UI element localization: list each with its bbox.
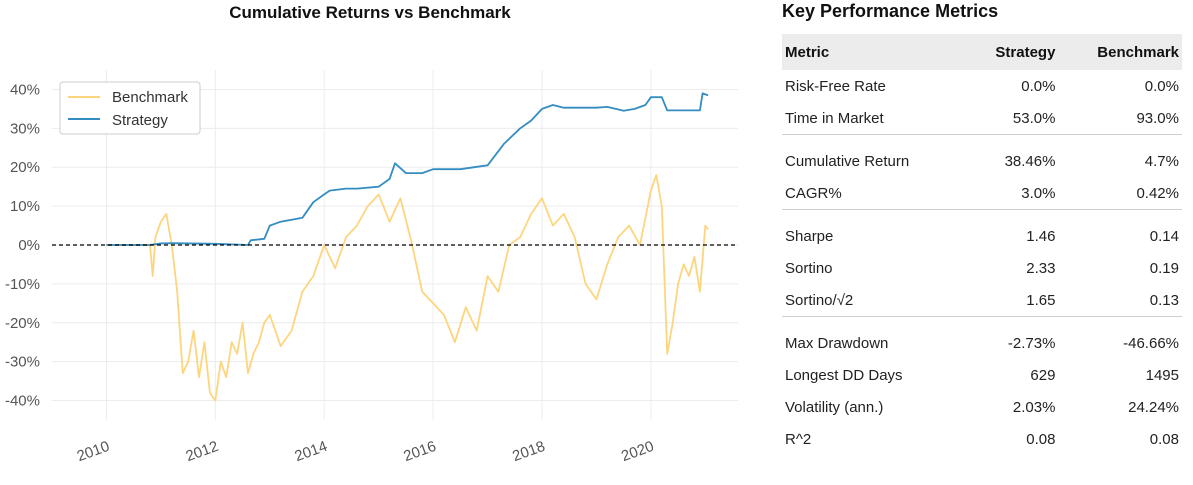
strategy-value: -2.73% [1007, 334, 1056, 352]
header-strategy: Strategy [995, 43, 1056, 61]
metric-name: Cumulative Return [785, 152, 910, 170]
strategy-value: 0.08 [1026, 430, 1056, 448]
metric-name: Sortino [785, 259, 833, 277]
header-metric: Metric [785, 43, 830, 61]
chart-title: Cumulative Returns vs Benchmark [229, 3, 511, 22]
metric-name: Volatility (ann.) [785, 398, 884, 416]
metric-row: Sortino 2.33 0.19 [782, 252, 1182, 284]
y-tick-label: -10% [5, 276, 40, 293]
benchmark-value: 0.0% [1144, 77, 1179, 95]
y-tick-label: 30% [10, 120, 40, 137]
metric-row: CAGR% 3.0% 0.42% [782, 177, 1182, 210]
x-tick-label: 2010 [75, 438, 112, 465]
strategy-value: 629 [1030, 366, 1056, 384]
y-tick-label: -30% [5, 354, 40, 371]
metric-row: Time in Market 53.0% 93.0% [782, 102, 1182, 135]
benchmark-value: 0.19 [1149, 259, 1179, 277]
header-benchmark: Benchmark [1097, 43, 1179, 61]
cumulative-returns-chart: Cumulative Returns vs Benchmark 40% 30% 20… [5, 3, 738, 465]
series-lines [106, 92, 709, 402]
strategy-value: 3.0% [1021, 184, 1056, 202]
axis-tick-labels: 40% 30% 20% 10% 0% -10% -20% -30% -40% 2010 2012 20… [5, 81, 656, 465]
legend-box [59, 81, 201, 135]
legend-label-strategy: Strategy [112, 112, 168, 129]
metric-row: R^2 0.08 0.08 [782, 423, 1182, 455]
metrics-header-row: Metric Strategy Benchmark [782, 34, 1182, 70]
y-tick-label: 0% [18, 237, 40, 254]
benchmark-value: 0.08 [1149, 430, 1179, 448]
x-tick-label: 2012 [184, 438, 221, 465]
metric-row: Volatility (ann.) 2.03% 24.24% [782, 391, 1182, 423]
benchmark-value: 0.13 [1149, 291, 1179, 309]
benchmark-value: 4.7% [1144, 152, 1179, 170]
series-line-strategy [106, 92, 709, 246]
benchmark-value: 93.0% [1136, 109, 1179, 127]
metrics-body: Risk-Free Rate 0.0% 0.0% Time in Market 53.0… [782, 70, 1182, 455]
separator-cell [782, 134, 1182, 135]
x-tick-label: 2014 [292, 438, 329, 465]
y-tick-label: -40% [5, 393, 40, 410]
benchmark-value: 0.14 [1149, 227, 1179, 245]
group-separator [782, 316, 1182, 317]
group-separator [782, 209, 1182, 210]
metric-name: Risk-Free Rate [785, 77, 886, 95]
separator-cell [782, 209, 1182, 210]
strategy-value: 53.0% [1012, 109, 1056, 127]
metric-name: Max Drawdown [785, 334, 889, 352]
y-tick-label: 40% [10, 81, 40, 98]
metric-row: Cumulative Return 38.46% 4.7% [782, 135, 1182, 177]
metric-row: Sortino/√2 1.65 0.13 [782, 284, 1182, 317]
metric-row: Risk-Free Rate 0.0% 0.0% [782, 70, 1182, 102]
metrics-title: Key Performance Metrics [782, 1, 999, 21]
legend-label-benchmark: Benchmark [112, 89, 188, 106]
strategy-value: 2.33 [1026, 259, 1056, 277]
benchmark-value: -46.66% [1123, 334, 1179, 352]
metric-row: Max Drawdown -2.73% -46.66% [782, 317, 1182, 359]
benchmark-value: 24.24% [1128, 398, 1179, 416]
y-tick-label: -20% [5, 315, 40, 332]
group-separator [782, 134, 1182, 135]
strategy-value: 0.0% [1021, 77, 1056, 95]
metric-name: Sortino/√2 [785, 291, 854, 309]
strategy-value: 2.03% [1012, 398, 1056, 416]
metric-name: R^2 [785, 430, 812, 448]
x-tick-label: 2020 [619, 438, 656, 465]
chart-canvas: Cumulative Returns vs Benchmark 40% 30% 20… [5, 3, 738, 465]
metrics-panel: Key Performance Metrics Metric Strategy … [782, 0, 1182, 455]
strategy-value: 1.65 [1026, 291, 1056, 309]
x-tick-label: 2016 [401, 438, 438, 465]
y-tick-label: 10% [10, 198, 40, 215]
x-tick-label: 2018 [510, 438, 547, 465]
metric-name: Longest DD Days [785, 366, 903, 384]
metric-name: CAGR% [785, 184, 842, 202]
chart-legend: Benchmark Strategy [59, 81, 201, 135]
strategy-value: 1.46 [1026, 227, 1056, 245]
strategy-value: 38.46% [1004, 152, 1056, 170]
metric-name: Time in Market [785, 109, 884, 127]
y-tick-label: 20% [10, 159, 40, 176]
separator-cell [782, 316, 1182, 317]
metric-row: Sharpe 1.46 0.14 [782, 210, 1182, 252]
metrics-table: Metric Strategy Benchmark Risk-Free Rate… [782, 34, 1182, 455]
benchmark-value: 0.42% [1136, 184, 1179, 202]
metric-row: Longest DD Days 629 1495 [782, 359, 1182, 391]
series-line-benchmark [106, 174, 709, 402]
benchmark-value: 1495 [1145, 366, 1179, 384]
metric-name: Sharpe [785, 227, 834, 245]
